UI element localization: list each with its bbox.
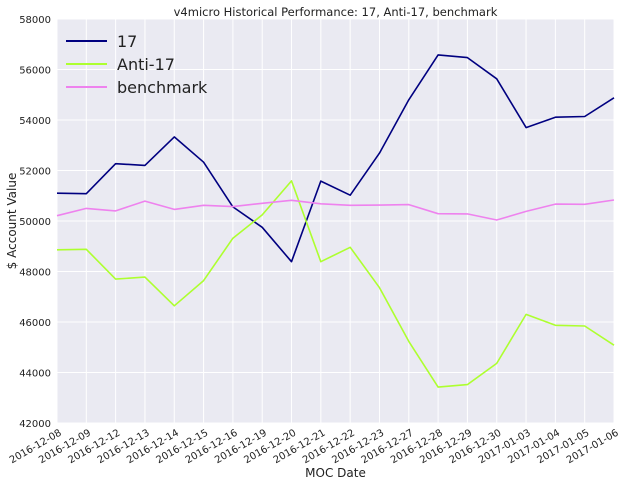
y-tick-label: 54000 xyxy=(19,116,51,127)
chart-title: v4micro Historical Performance: 17, Anti… xyxy=(174,5,498,19)
y-axis-label: $ Account Value xyxy=(5,173,19,270)
series-line-benchmark xyxy=(56,199,615,221)
x-tick-labels: 2016-12-082016-12-092016-12-122016-12-13… xyxy=(8,428,621,467)
y-tick-label: 50000 xyxy=(19,217,51,228)
legend: 17 Anti-17 benchmark xyxy=(66,32,208,97)
y-tick-label: 48000 xyxy=(19,268,51,279)
y-tick-label: 46000 xyxy=(19,318,51,329)
y-tick-label: 56000 xyxy=(19,66,51,77)
legend-label-17: 17 xyxy=(117,32,137,51)
y-tick-label: 58000 xyxy=(19,15,51,26)
series-line-17 xyxy=(56,54,615,263)
series-line-anti-17 xyxy=(56,180,615,388)
grid xyxy=(56,18,615,424)
legend-label-benchmark: benchmark xyxy=(117,78,208,97)
y-tick-label: 52000 xyxy=(19,167,51,178)
y-tick-labels: 42000 44000 46000 48000 50000 52000 54000 56000… xyxy=(19,15,51,430)
series-lines xyxy=(56,54,615,388)
y-tick-label: 42000 xyxy=(19,419,51,430)
y-tick-label: 44000 xyxy=(19,369,51,380)
x-axis-label: MOC Date xyxy=(305,466,366,480)
legend-label-anti-17: Anti-17 xyxy=(117,55,175,74)
